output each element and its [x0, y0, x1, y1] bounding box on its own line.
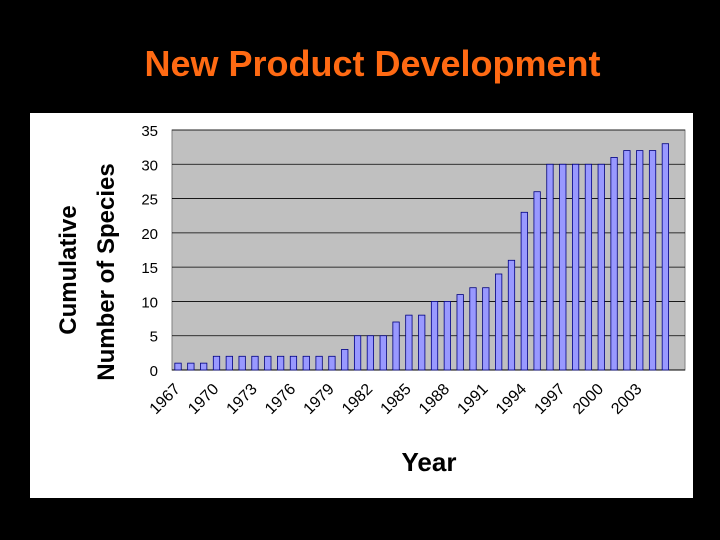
bar [302, 355, 310, 371]
bar [443, 301, 451, 371]
bar [559, 163, 567, 371]
bar [315, 355, 323, 371]
y-tick-label: 30 [141, 157, 158, 174]
x-tick-label: 1982 [339, 381, 376, 418]
x-tick-label: 1985 [378, 381, 415, 418]
x-tick-label: 1991 [454, 381, 491, 418]
y-tick-label: 15 [141, 260, 158, 277]
y-tick-label: 0 [150, 363, 158, 380]
y-tick-label: 10 [141, 294, 158, 311]
bar [507, 259, 516, 371]
bar [661, 143, 669, 371]
plot-area [171, 129, 686, 371]
bar [353, 335, 362, 371]
x-axis-label: Year [402, 447, 457, 477]
x-tick-label: 2000 [570, 381, 607, 418]
y-axis-label-line2: Number of Species [93, 163, 120, 380]
bar [495, 273, 503, 371]
slide-title: New Product Development [144, 43, 601, 84]
bar [469, 287, 477, 371]
bar [341, 349, 349, 371]
bar [277, 355, 285, 371]
bar [571, 163, 580, 371]
bar [366, 335, 375, 371]
bar [648, 150, 657, 371]
x-tick-label: 1979 [301, 381, 338, 418]
bar [546, 163, 554, 371]
bar [379, 335, 387, 371]
x-tick-label: 1976 [262, 381, 299, 418]
bar [251, 355, 259, 371]
bar [597, 163, 605, 371]
bar [238, 355, 246, 371]
bar [456, 294, 464, 371]
y-tick-label: 20 [141, 226, 158, 243]
y-tick-label: 35 [141, 123, 158, 140]
bar [392, 321, 400, 371]
bar [482, 287, 490, 371]
bar [174, 362, 182, 371]
bar [264, 355, 272, 371]
bar [623, 150, 631, 371]
x-tick-label: 1970 [185, 381, 222, 418]
bar [636, 150, 644, 371]
bar [520, 211, 528, 371]
y-axis-label-line1: Cumulative [55, 205, 82, 334]
y-tick-label: 5 [150, 329, 158, 346]
y-tick-labels: 0 5 10 15 20 25 30 35 [141, 123, 158, 380]
x-tick-label: 1988 [416, 381, 453, 418]
bar [418, 314, 426, 371]
bar [289, 355, 298, 371]
bar [187, 362, 195, 371]
bar [533, 191, 541, 371]
bar [328, 355, 336, 371]
bar [610, 157, 618, 371]
x-tick-labels: 1967 1970 1973 1976 1979 1982 1985 1988 1991 1994… [147, 381, 646, 418]
bar [212, 355, 221, 371]
bar [430, 301, 439, 371]
x-tick-label: 1973 [224, 381, 261, 418]
bar [200, 362, 208, 371]
y-tick-label: 25 [141, 192, 158, 209]
x-tick-label: 1967 [147, 381, 184, 418]
x-tick-label: 2003 [608, 381, 645, 418]
x-tick-label: 1994 [493, 381, 530, 418]
bars [174, 143, 669, 371]
bar [225, 355, 233, 371]
bar [584, 163, 593, 371]
bar [405, 314, 413, 371]
x-tick-label: 1997 [531, 381, 568, 418]
